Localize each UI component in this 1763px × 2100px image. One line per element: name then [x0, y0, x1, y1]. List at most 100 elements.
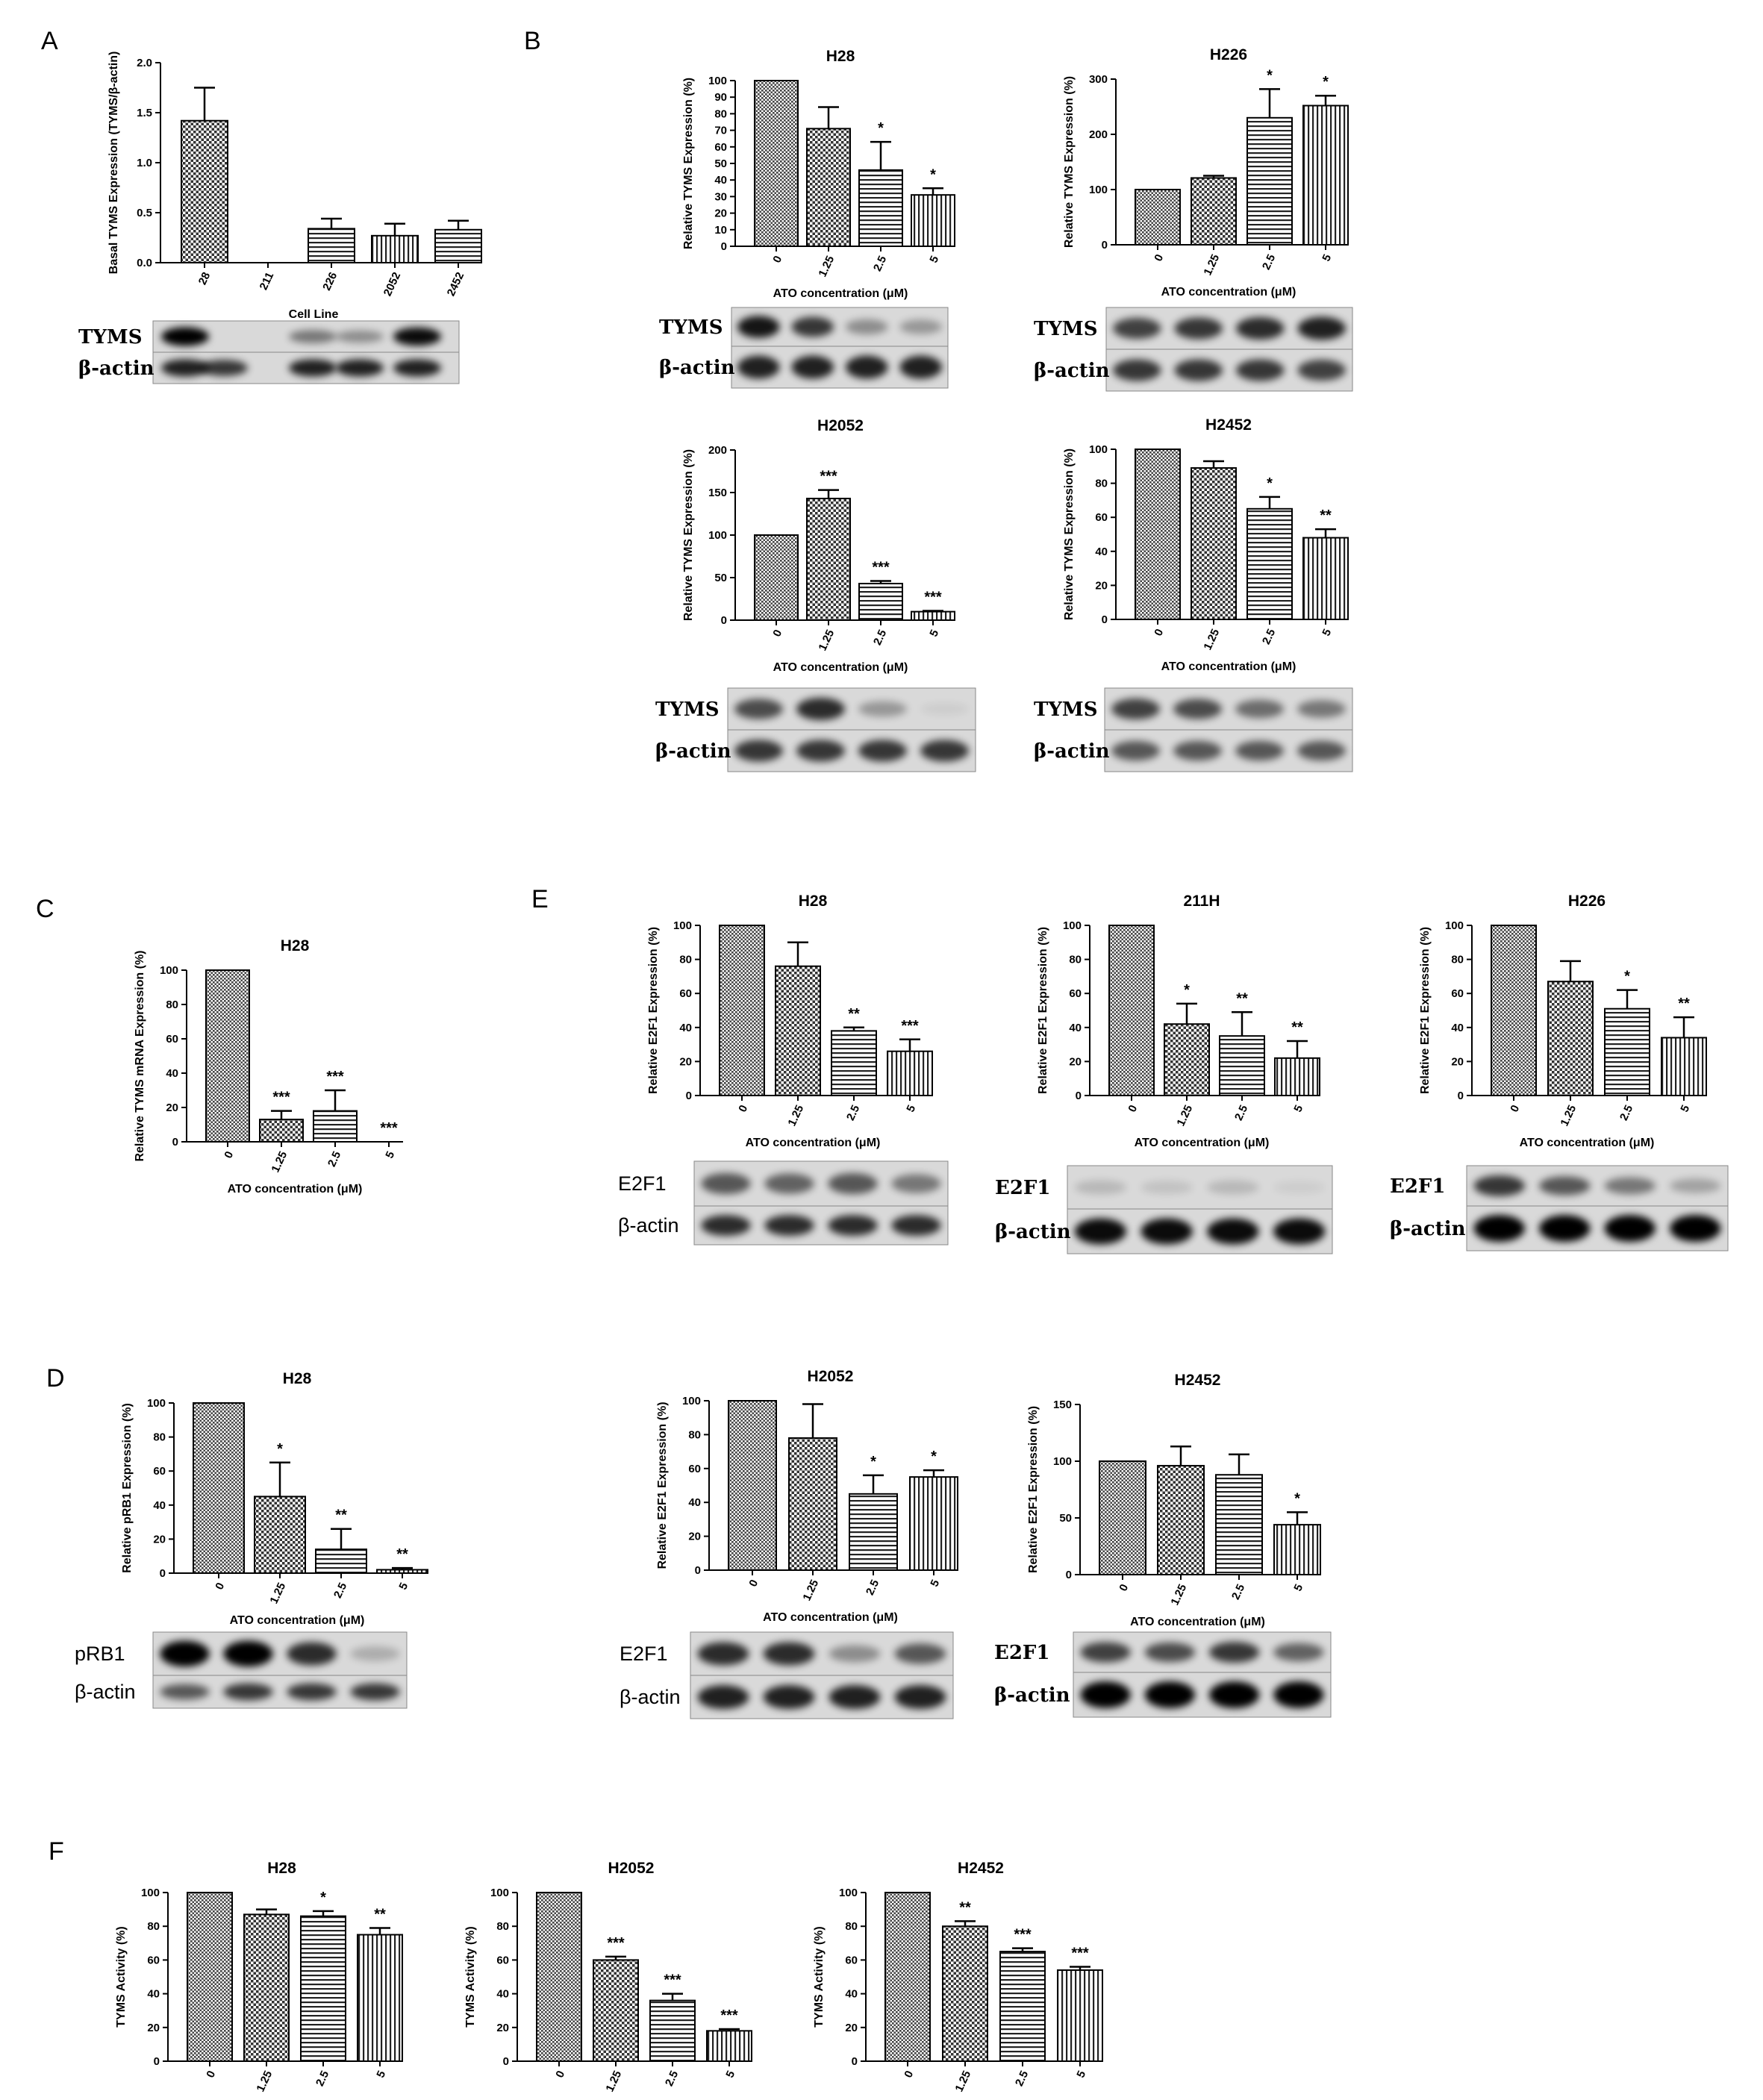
blot-band	[1473, 1175, 1525, 1197]
significance-marker: **	[1291, 1019, 1303, 1036]
blot-band	[829, 1684, 881, 1710]
bar-2.5	[1246, 507, 1293, 620]
bar-5	[1057, 1969, 1103, 2062]
y-tick-label: 0.5	[137, 207, 152, 219]
blot-row-label: β-actin	[1390, 1218, 1466, 1240]
blot-band	[1236, 316, 1285, 340]
x-tick-label: 0	[746, 1578, 761, 1589]
y-tick-label: 100	[839, 1887, 858, 1899]
bar-0	[1135, 449, 1181, 620]
y-tick-label: 20	[1069, 1055, 1082, 1068]
bar-0	[205, 969, 250, 1143]
x-tick-label: 5	[1074, 2069, 1088, 2080]
bar-5	[1302, 104, 1349, 246]
x-tick-label: 5	[1291, 1103, 1305, 1114]
x-tick-label: 0	[222, 1149, 236, 1160]
blot-band	[1208, 1641, 1260, 1663]
bar-28	[181, 119, 228, 263]
x-tick-label: 5	[723, 2069, 737, 2080]
y-tick-label: 100	[141, 1887, 160, 1899]
significance-marker: *	[930, 166, 936, 183]
blot-band	[223, 1683, 273, 1701]
x-tick-label: 1.25	[816, 628, 837, 653]
blot-band	[791, 355, 834, 379]
y-tick-label: 50	[1059, 1512, 1072, 1525]
panel-label-C: C	[36, 895, 54, 923]
x-axis-label: ATO concentration (μM)	[1520, 1137, 1655, 1149]
significance-marker: ***	[820, 469, 837, 485]
x-tick-label: 1.25	[1174, 1103, 1195, 1128]
panel-label-E: E	[531, 885, 549, 913]
bar-2.5	[315, 1549, 367, 1575]
y-tick-label: 100	[160, 964, 178, 977]
x-tick-label: 0	[902, 2069, 916, 2080]
chart-title: H2052	[608, 1860, 655, 1877]
chart-title: H28	[826, 48, 855, 65]
y-tick-label: 0	[1076, 1090, 1082, 1102]
y-tick-label: 40	[714, 174, 727, 187]
bar-5	[706, 2030, 752, 2063]
y-axis-label: Relative E2F1 Expression (%)	[647, 927, 660, 1094]
blot-band	[1141, 1180, 1193, 1195]
bar-0	[187, 1892, 233, 2062]
bar-2.5	[649, 1999, 696, 2062]
significance-marker: ***	[901, 1018, 919, 1034]
blot-row-label: β-actin	[655, 740, 731, 763]
blot-row-label: β-actin	[1034, 740, 1110, 763]
blot-B2: TYMS β-actin	[1034, 307, 1353, 392]
x-tick-label: 5	[1291, 1582, 1305, 1593]
significance-marker: ***	[607, 1935, 625, 1951]
x-tick-label: 226	[320, 270, 340, 293]
y-tick-label: 60	[714, 141, 727, 154]
x-axis-label: Cell Line	[289, 308, 339, 321]
chart-title: H2052	[808, 1368, 854, 1385]
y-axis-label: Relative TYMS Expression (%)	[682, 78, 695, 249]
bar-0	[536, 1892, 582, 2062]
y-tick-label: 20	[714, 207, 727, 220]
bar-2.5	[1246, 116, 1293, 246]
x-tick-label: 1.25	[1201, 252, 1222, 278]
bar-2.5	[849, 1493, 898, 1571]
blot-band	[791, 316, 834, 337]
significance-marker: *	[320, 1890, 326, 1906]
chart-F1: H28 0 20 40 60 80 100 TYMS Activity (%) 0 1.25 * 2.…	[115, 1860, 403, 2094]
y-axis-label: Relative TYMS Expression (%)	[1063, 449, 1076, 620]
blot-E3: E2F1 β-actin	[1390, 1165, 1729, 1251]
x-tick-label: 5	[396, 1581, 411, 1592]
y-tick-label: 2.0	[137, 57, 152, 69]
y-axis-label: Relative E2F1 Expression (%)	[1037, 927, 1049, 1094]
bar-1.25	[775, 965, 821, 1096]
bar-1.25	[1157, 1465, 1205, 1575]
chart-E3: H226 0 20 40 60 80 100 Relative E2F1 Expression…	[1419, 893, 1707, 1149]
bar-0	[728, 1400, 777, 1571]
blot-row-label: β-actin	[78, 357, 155, 380]
bar-1.25	[788, 1437, 837, 1571]
y-tick-label: 0	[503, 2055, 509, 2068]
y-tick-label: 100	[1089, 443, 1108, 456]
y-tick-label: 0	[721, 614, 727, 627]
x-tick-label: 0	[736, 1103, 750, 1114]
blot-band	[200, 360, 248, 376]
y-tick-label: 40	[496, 1988, 509, 2001]
blot-E2: E2F1 β-actin	[995, 1165, 1333, 1254]
y-tick-label: 20	[153, 1533, 166, 1546]
x-tick-label: 1.25	[1201, 627, 1222, 652]
significance-marker: *	[1624, 969, 1630, 985]
blot-band	[764, 1215, 814, 1236]
bar-5	[909, 1476, 958, 1572]
blot-band	[763, 1684, 815, 1710]
y-tick-label: 0	[1102, 239, 1108, 251]
bar-1.25	[942, 1925, 988, 2062]
x-tick-label: 1.25	[254, 2069, 275, 2094]
y-tick-label: 100	[490, 1887, 509, 1899]
y-tick-label: 20	[166, 1101, 178, 1114]
y-tick-label: 40	[845, 1988, 858, 2001]
bar-1.25	[1191, 467, 1237, 621]
chart-E2: 211H 0 20 40 60 80 100 Relative E2F1 Expression…	[1037, 893, 1320, 1149]
bar-1.25	[1164, 1023, 1210, 1096]
y-axis-label: Relative E2F1 Expression (%)	[656, 1401, 669, 1569]
significance-marker: *	[878, 120, 884, 137]
x-tick-label: 0	[1508, 1103, 1522, 1114]
blot-band	[287, 1642, 337, 1666]
blot-band	[1144, 1681, 1196, 1708]
